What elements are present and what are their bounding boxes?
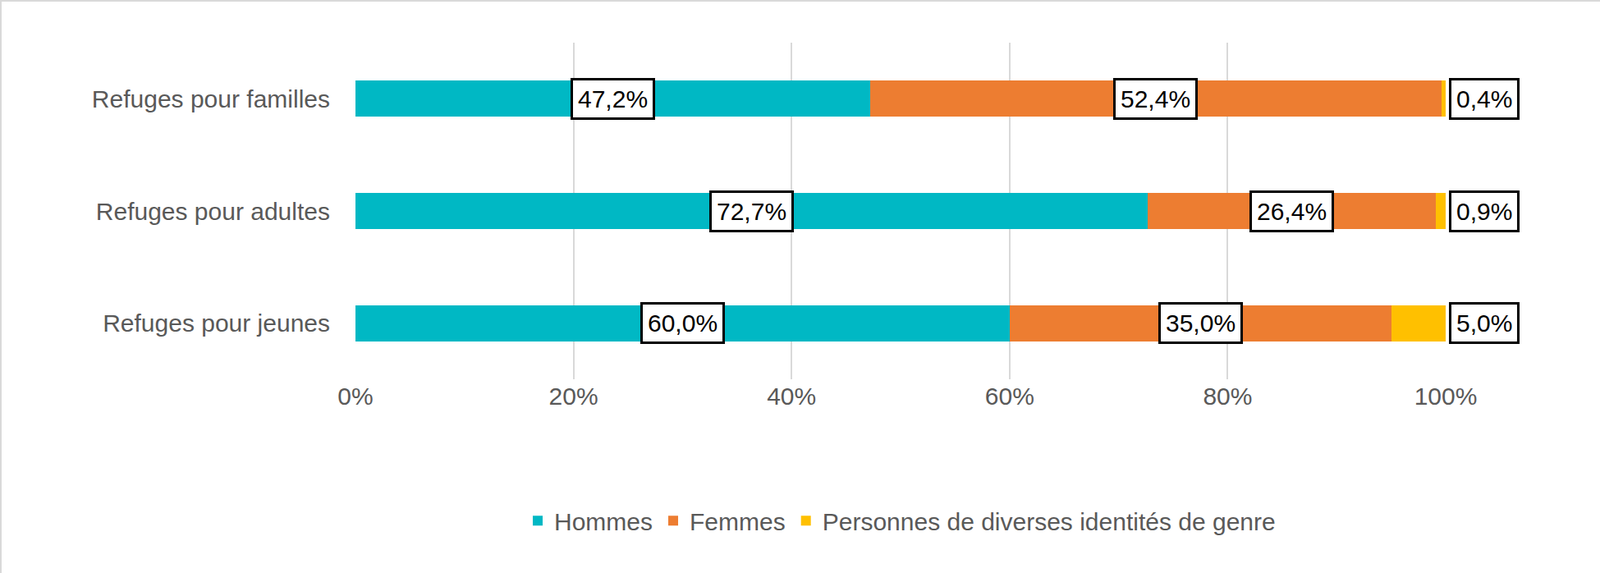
svg-text:80%: 80% bbox=[1202, 382, 1252, 410]
svg-text:52,4%: 52,4% bbox=[1120, 85, 1191, 113]
svg-text:0%: 0% bbox=[337, 382, 373, 410]
svg-text:0,9%: 0,9% bbox=[1456, 197, 1513, 225]
svg-text:0,4%: 0,4% bbox=[1456, 85, 1513, 113]
svg-text:20%: 20% bbox=[549, 382, 599, 410]
svg-text:35,0%: 35,0% bbox=[1165, 309, 1236, 337]
svg-text:Refuges pour adultes: Refuges pour adultes bbox=[96, 197, 331, 225]
svg-text:5,0%: 5,0% bbox=[1456, 309, 1513, 337]
svg-text:60%: 60% bbox=[985, 382, 1035, 410]
svg-text:Femmes: Femmes bbox=[689, 508, 786, 536]
svg-text:Hommes: Hommes bbox=[554, 508, 653, 536]
svg-text:60,0%: 60,0% bbox=[647, 309, 718, 337]
svg-text:26,4%: 26,4% bbox=[1256, 197, 1327, 225]
svg-text:40%: 40% bbox=[766, 382, 817, 410]
svg-text:Refuges pour jeunes: Refuges pour jeunes bbox=[102, 309, 331, 337]
svg-text:47,2%: 47,2% bbox=[577, 85, 648, 113]
svg-text:Refuges pour familles: Refuges pour familles bbox=[91, 85, 331, 113]
svg-text:72,7%: 72,7% bbox=[716, 197, 787, 225]
svg-text:100%: 100% bbox=[1414, 382, 1478, 410]
svg-text:Personnes de diverses identité: Personnes de diverses identités de genre bbox=[822, 508, 1276, 536]
